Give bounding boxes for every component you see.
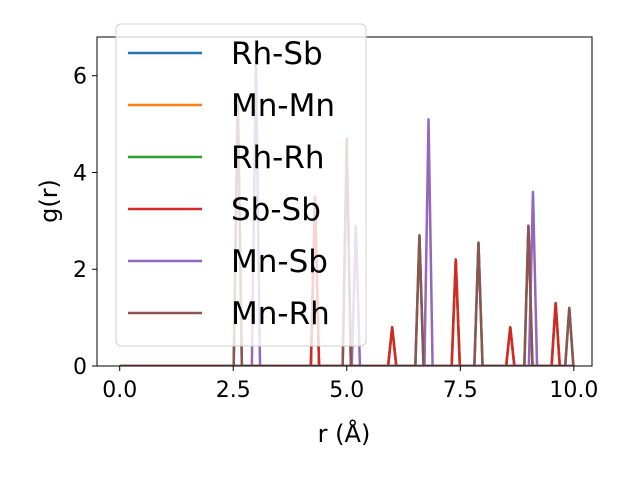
y-tick-label: 6 bbox=[73, 65, 87, 90]
y-axis-label: g(r) bbox=[35, 179, 63, 223]
legend-label-mn-rh: Mn-Rh bbox=[231, 296, 330, 332]
y-tick-label: 4 bbox=[73, 161, 87, 186]
legend-label-mn-mn: Mn-Mn bbox=[231, 88, 335, 124]
legend-label-sb-sb: Sb-Sb bbox=[231, 192, 321, 228]
legend: Rh-Sb Mn-Mn Rh-Rh Sb-Sb Mn-Sb Mn-Rh bbox=[115, 23, 367, 347]
x-tick-label: 7.5 bbox=[443, 378, 478, 403]
legend-label-rh-sb: Rh-Sb bbox=[231, 36, 323, 72]
y-axis: 0 2 4 6 bbox=[73, 65, 97, 380]
y-tick-label: 2 bbox=[73, 258, 87, 283]
legend-label-rh-rh: Rh-Rh bbox=[231, 140, 325, 176]
y-tick-label: 0 bbox=[73, 355, 87, 380]
legend-label-mn-sb: Mn-Sb bbox=[231, 244, 328, 280]
x-axis: 0.0 2.5 5.0 7.5 10.0 bbox=[102, 366, 598, 403]
x-tick-label: 5.0 bbox=[329, 378, 364, 403]
x-tick-label: 0.0 bbox=[102, 378, 137, 403]
x-axis-label: r (Å) bbox=[318, 419, 371, 448]
x-tick-label: 10.0 bbox=[549, 378, 598, 403]
x-tick-label: 2.5 bbox=[216, 378, 251, 403]
